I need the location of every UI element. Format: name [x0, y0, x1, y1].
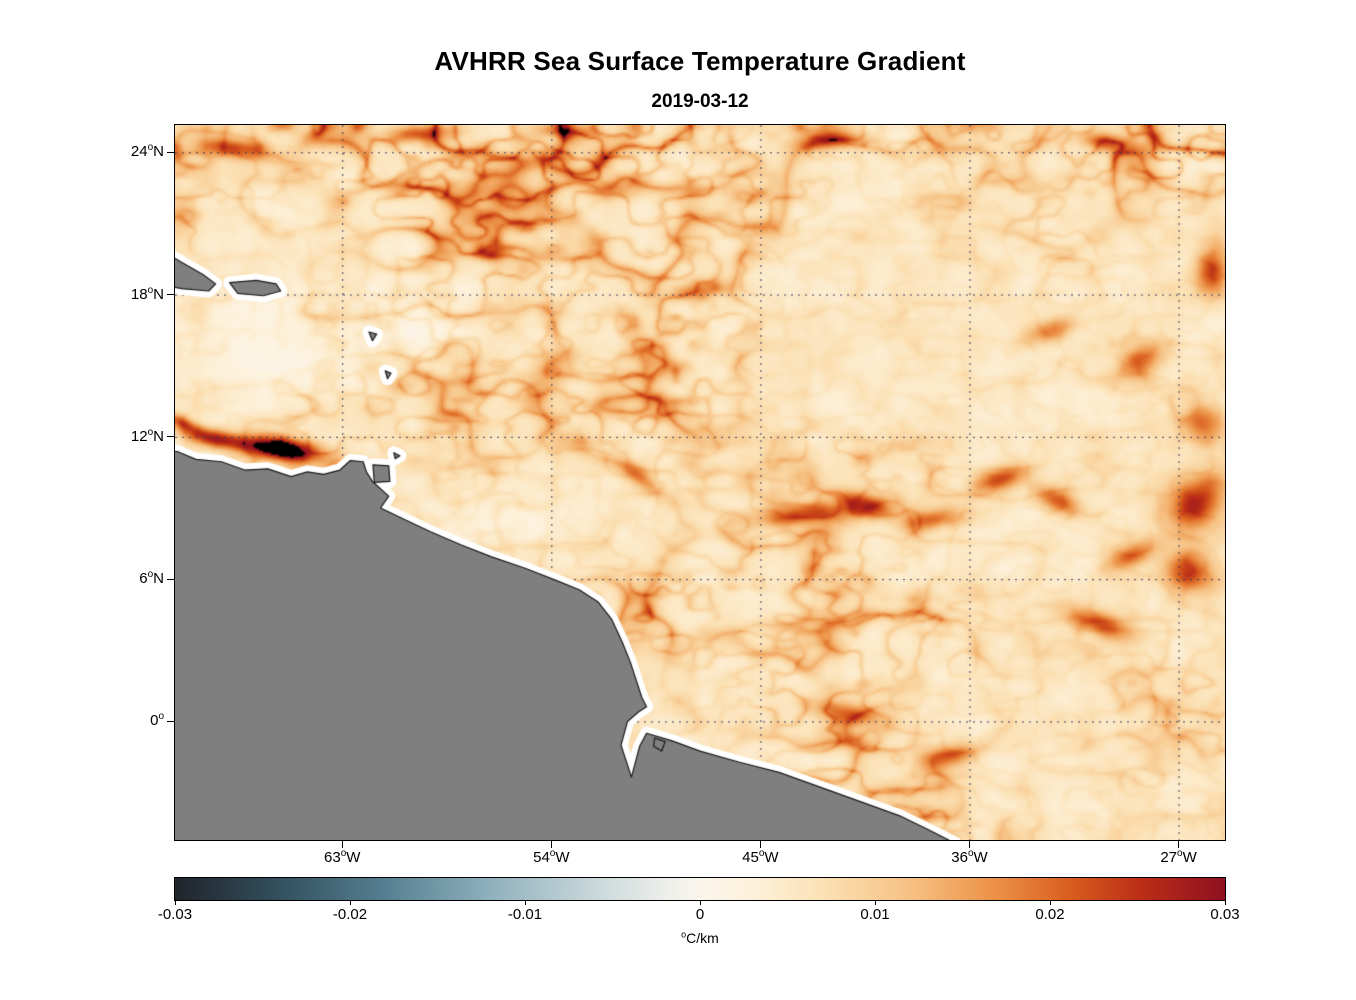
y-axis-tick-label: 18oN	[130, 284, 164, 303]
colorbar-units-label: oC/km	[175, 930, 1225, 946]
colorbar-tick-mark	[699, 901, 701, 905]
colorbar-tick-mark	[524, 901, 526, 905]
colorbar-tick-mark	[1224, 901, 1226, 905]
figure-date-subtitle: 2019-03-12	[651, 91, 749, 112]
x-axis-tick-label: 54oW	[533, 848, 570, 867]
colorbar-tick-label: 0.02	[1035, 906, 1065, 923]
degree-symbol: o	[681, 929, 687, 940]
x-axis-tick-mark	[1178, 841, 1180, 848]
x-axis-tick-mark	[968, 841, 970, 848]
colorbar-tick-label: 0	[695, 906, 705, 923]
map-plot-area	[174, 124, 1226, 841]
y-axis-tick-mark	[167, 578, 174, 580]
x-axis-tick-label: 45oW	[742, 848, 779, 867]
x-axis-tick-mark	[341, 841, 343, 848]
y-axis-tick-label: 12oN	[130, 426, 164, 445]
y-axis-tick-mark	[167, 294, 174, 296]
y-axis-tick-label: 24oN	[130, 142, 164, 161]
sst-gradient-field-canvas	[175, 125, 1225, 840]
y-axis-tick-label: 6oN	[139, 569, 164, 588]
colorbar-tick-label: 0.01	[860, 906, 890, 923]
colorbar-tick-mark	[174, 901, 176, 905]
y-axis-tick-mark	[167, 151, 174, 153]
y-axis-tick-mark	[167, 436, 174, 438]
y-axis-tick-mark	[167, 720, 174, 722]
y-axis-tick-label: 0o	[150, 711, 164, 730]
x-axis-tick-label: 36oW	[951, 848, 988, 867]
x-axis-tick-mark	[550, 841, 552, 848]
x-axis-tick-label: 27oW	[1160, 848, 1197, 867]
x-axis-tick-label: 63oW	[324, 848, 361, 867]
colorbar-tick-label: 0.03	[1210, 906, 1240, 923]
colorbar	[174, 877, 1226, 901]
units-text: C/km	[686, 930, 719, 946]
figure-title: AVHRR Sea Surface Temperature Gradient	[434, 46, 966, 76]
colorbar-tick-mark	[874, 901, 876, 905]
colorbar-tick-label: -0.02	[332, 906, 368, 923]
colorbar-tick-label: -0.01	[507, 906, 543, 923]
colorbar-tick-mark	[349, 901, 351, 905]
colorbar-tick-mark	[1049, 901, 1051, 905]
colorbar-tick-label: -0.03	[157, 906, 193, 923]
x-axis-tick-mark	[759, 841, 761, 848]
